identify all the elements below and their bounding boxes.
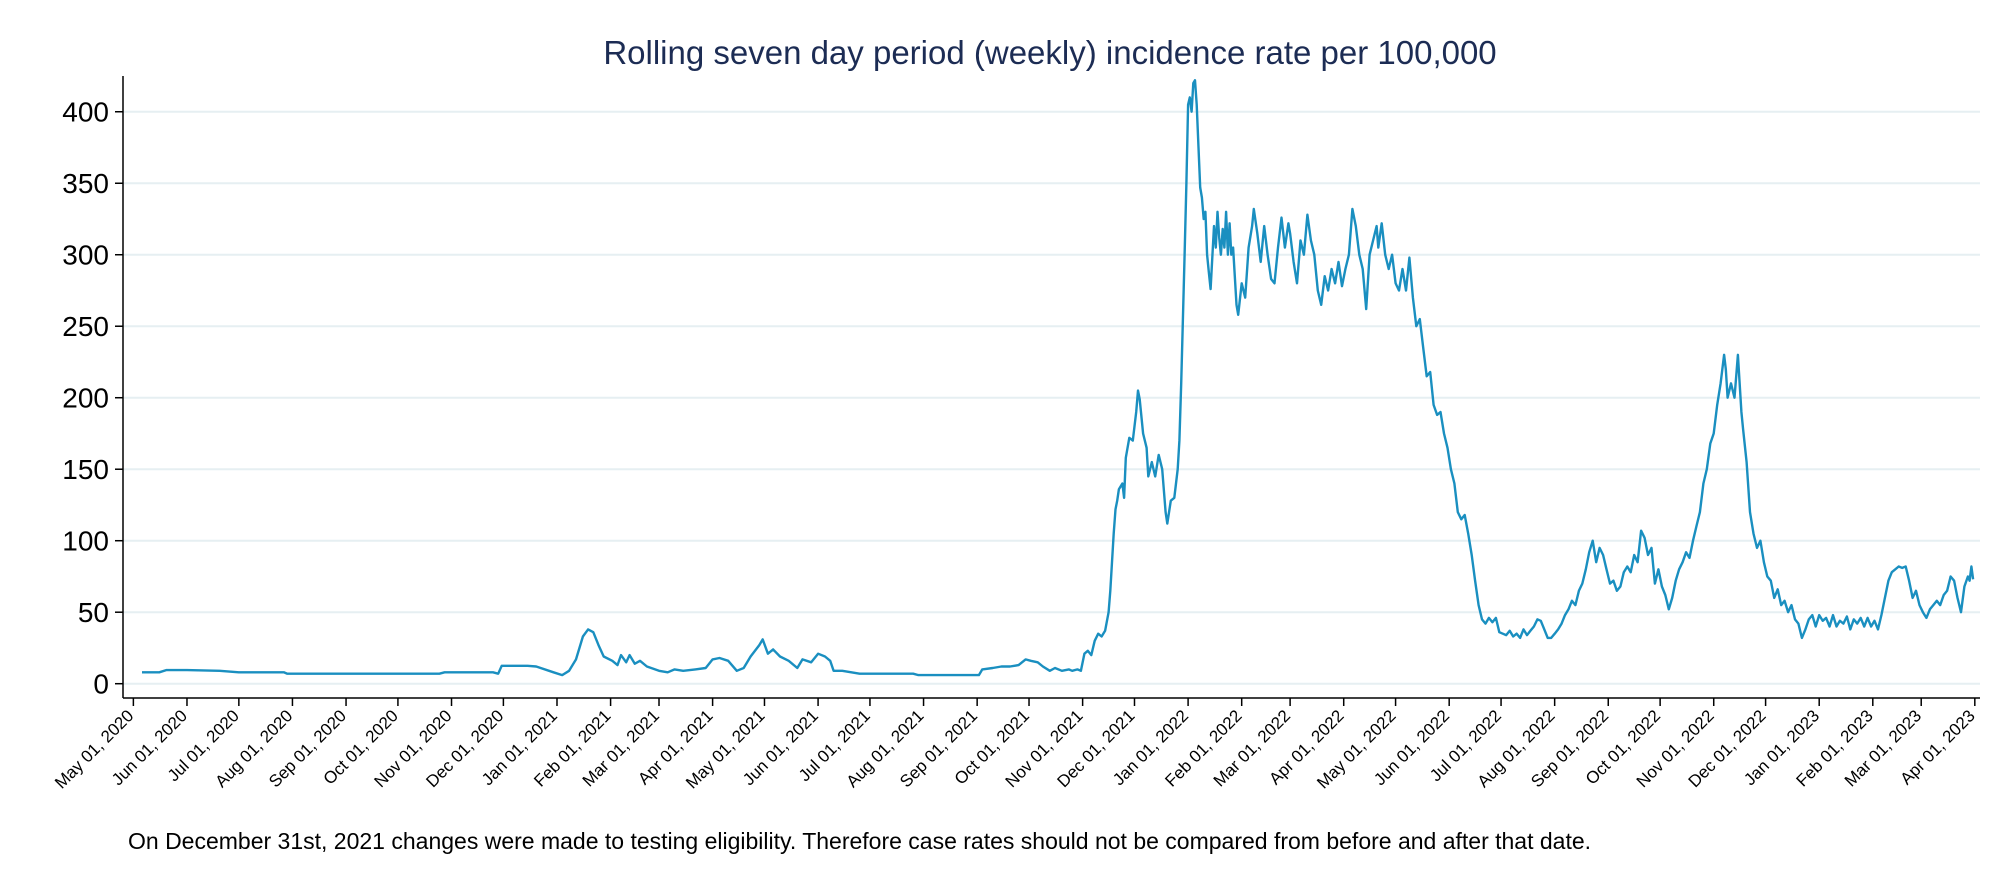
y-tick-label: 300 — [62, 240, 109, 271]
gridlines — [123, 110, 1980, 685]
y-tick-label: 400 — [62, 97, 109, 128]
y-tick-label: 50 — [78, 597, 109, 628]
y-tick-label: 150 — [62, 454, 109, 485]
y-tick-label: 350 — [62, 168, 109, 199]
footnote: On December 31st, 2021 changes were made… — [128, 828, 1592, 854]
chart-title: Rolling seven day period (weekly) incide… — [603, 34, 1496, 71]
series-layer — [142, 79, 1975, 677]
y-tick-label: 200 — [62, 383, 109, 414]
y-axis-ticks: 0 50 100 150 200 250 300 350 400 — [62, 97, 123, 700]
y-tick-label: 100 — [62, 526, 109, 557]
y-tick-label: 0 — [93, 669, 109, 700]
series-line — [142, 79, 1975, 677]
y-tick-label: 250 — [62, 311, 109, 342]
axes — [122, 76, 1980, 699]
